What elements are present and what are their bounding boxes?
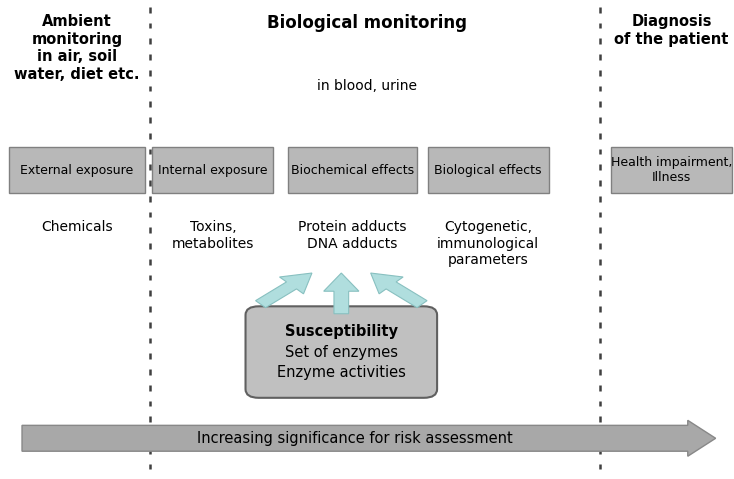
FancyBboxPatch shape (9, 148, 145, 193)
Text: External exposure: External exposure (21, 163, 134, 177)
FancyBboxPatch shape (288, 148, 417, 193)
FancyBboxPatch shape (245, 307, 437, 398)
Text: Biological effects: Biological effects (435, 163, 542, 177)
Text: Biochemical effects: Biochemical effects (291, 163, 414, 177)
FancyBboxPatch shape (152, 148, 273, 193)
Text: Chemicals: Chemicals (41, 220, 113, 234)
Text: Diagnosis
of the patient: Diagnosis of the patient (614, 14, 729, 47)
Text: Enzyme activities: Enzyme activities (277, 365, 406, 380)
Text: Health impairment,
Illness: Health impairment, Illness (611, 156, 733, 184)
Text: Cytogenetic,
immunological
parameters: Cytogenetic, immunological parameters (437, 220, 539, 267)
FancyBboxPatch shape (427, 148, 549, 193)
Polygon shape (324, 273, 359, 314)
Text: Internal exposure: Internal exposure (158, 163, 268, 177)
Text: Protein adducts
DNA adducts: Protein adducts DNA adducts (298, 220, 407, 251)
Text: Ambient
monitoring
in air, soil
water, diet etc.: Ambient monitoring in air, soil water, d… (15, 14, 139, 81)
Text: Biological monitoring: Biological monitoring (267, 14, 467, 33)
Polygon shape (22, 421, 716, 456)
FancyBboxPatch shape (611, 148, 733, 193)
Text: Susceptibility: Susceptibility (285, 324, 398, 340)
Text: Toxins,
metabolites: Toxins, metabolites (172, 220, 254, 251)
Text: Increasing significance for risk assessment: Increasing significance for risk assessm… (197, 431, 513, 446)
Polygon shape (255, 273, 312, 308)
Text: in blood, urine: in blood, urine (317, 79, 417, 93)
Text: Set of enzymes: Set of enzymes (285, 344, 398, 360)
Polygon shape (371, 273, 427, 308)
